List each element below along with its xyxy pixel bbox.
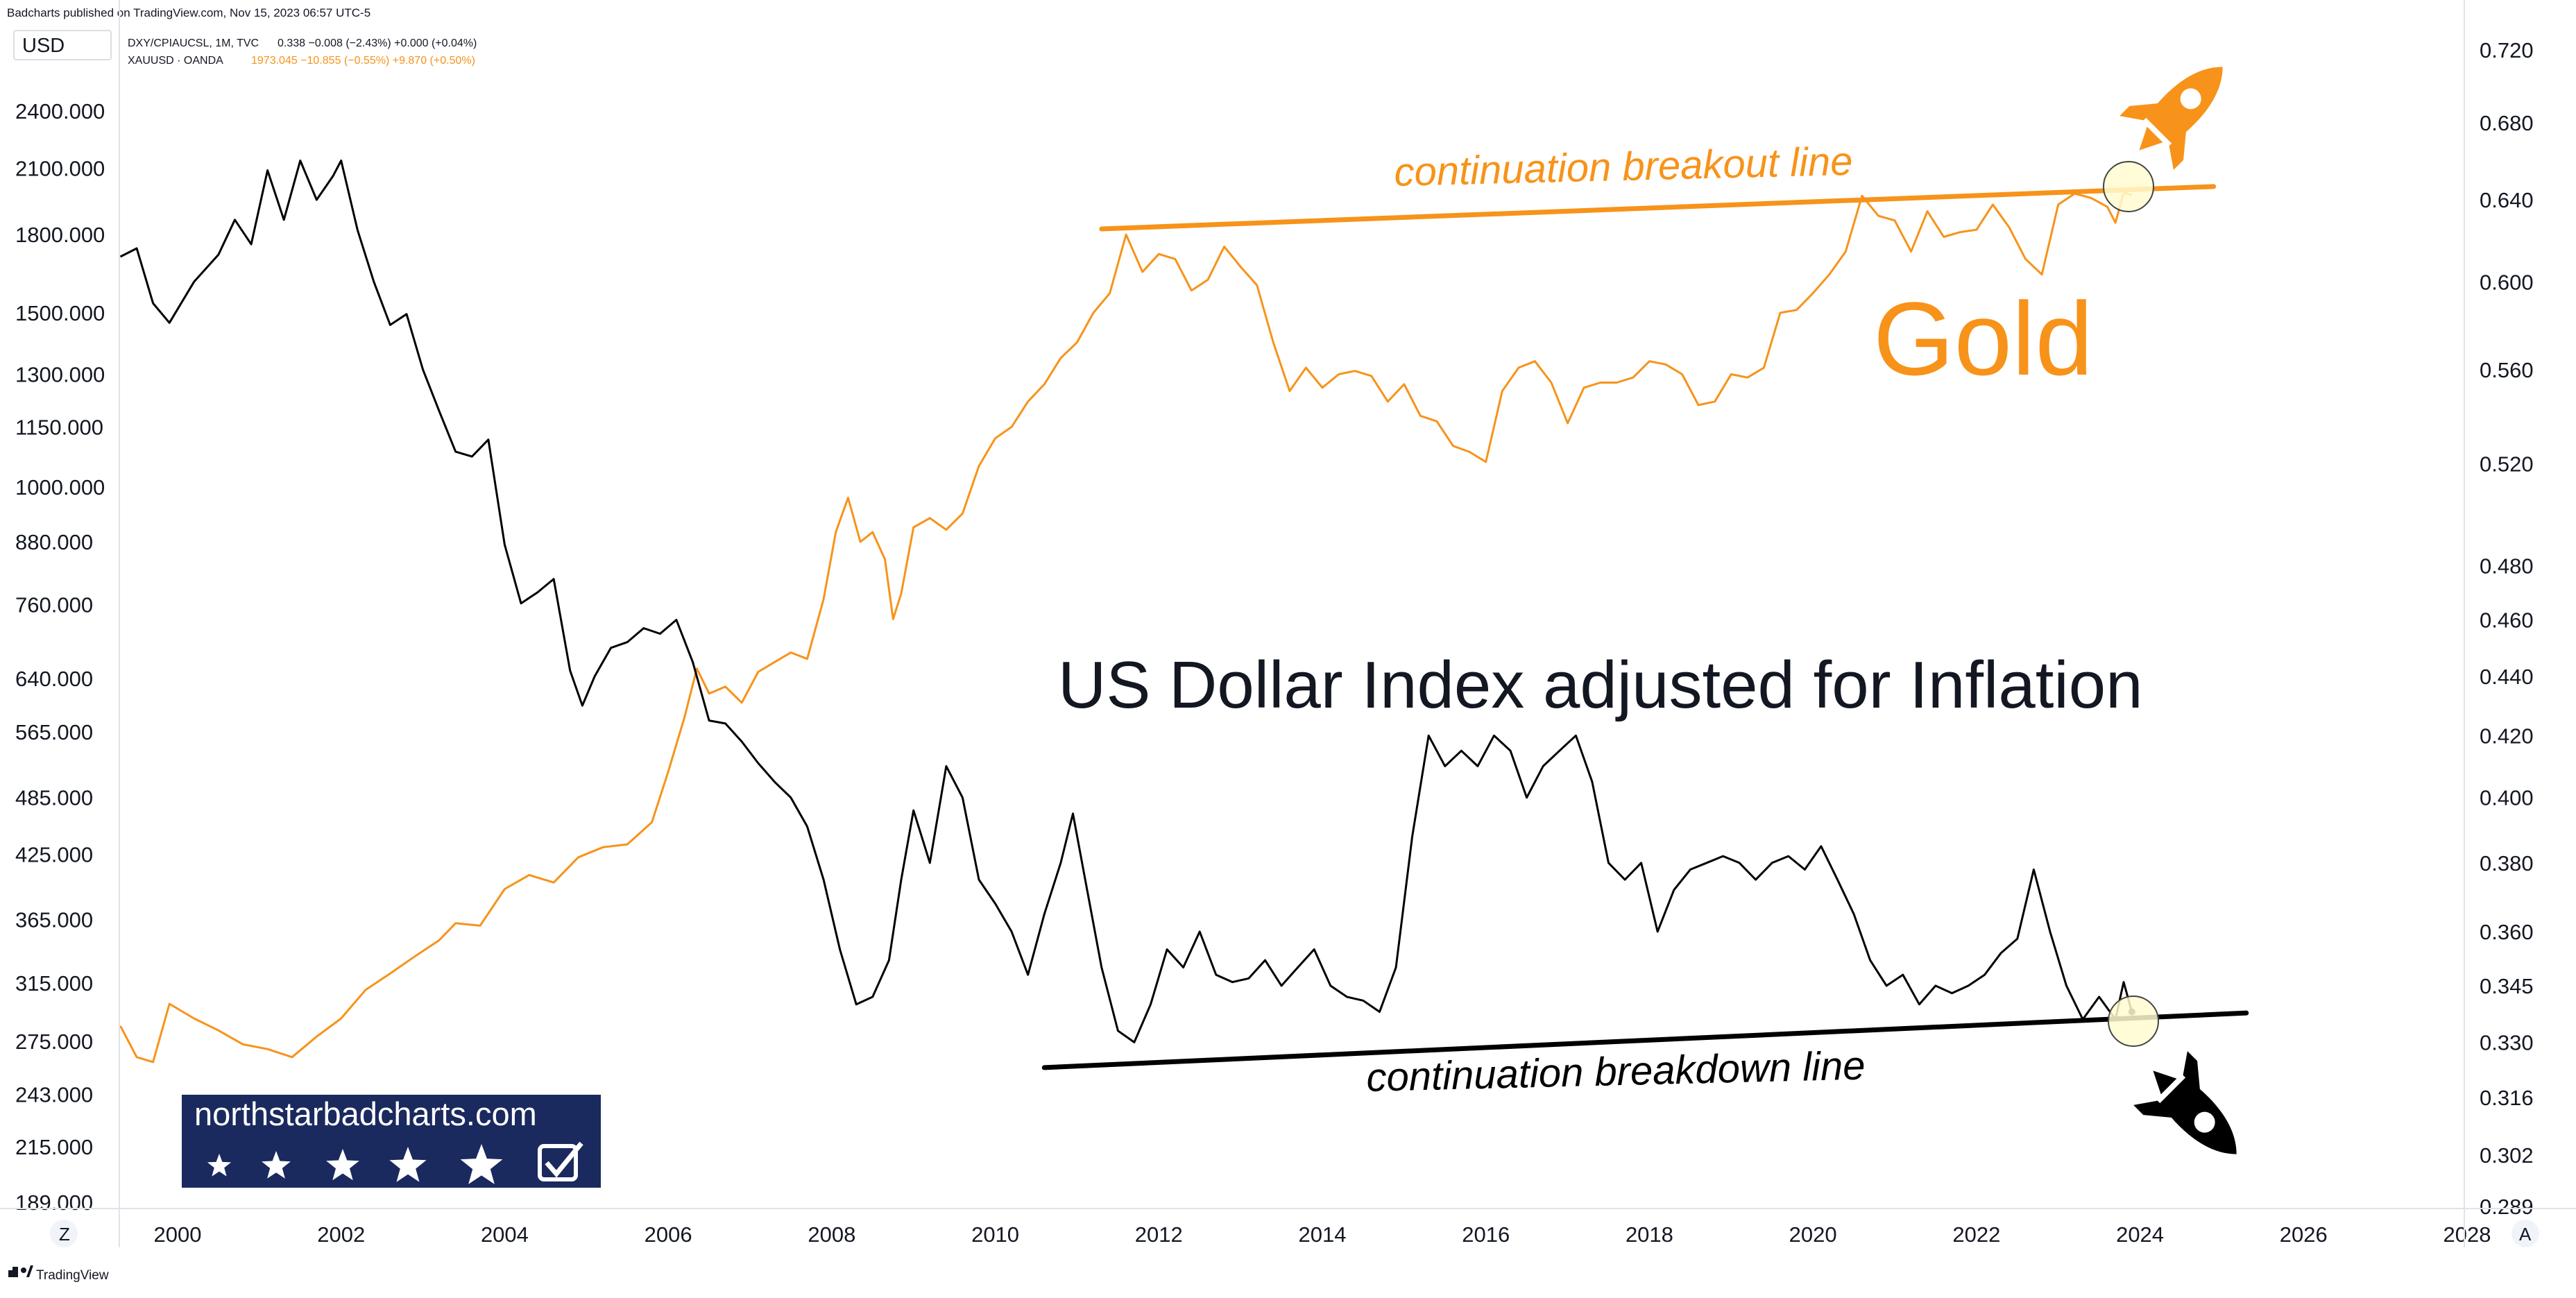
checkbox-icon: [538, 1141, 583, 1181]
rocket-down-icon: [2133, 1051, 2237, 1154]
time-axis-tick-label: 2006: [645, 1222, 692, 1247]
legend-values-dxy: 0.338 −0.008 (−2.43%) +0.000 (+0.04%): [278, 37, 477, 49]
time-axis-tick-label: 2016: [1462, 1222, 1510, 1247]
right-price-axis[interactable]: 0.720 0.680 0.640 0.600 0.560 0.520 0.480 0.460…: [2480, 38, 2534, 1219]
gold-price-line: [119, 191, 2133, 1064]
published-caption: Badcharts published on TradingView.com, …: [7, 6, 370, 19]
right-axis-tick-label: 0.420: [2480, 724, 2534, 748]
time-axis-tick-label: 2004: [481, 1222, 529, 1247]
right-axis-tick-label: 0.600: [2480, 270, 2534, 294]
breakdown-trend-line[interactable]: [1041, 1010, 2249, 1070]
left-axis-tick-label: 1300.000: [15, 362, 105, 386]
left-axis-tick-label: 2100.000: [15, 157, 105, 181]
bottom-toolbar: Z A TradingView: [8, 1220, 2539, 1283]
trend-layer: [1041, 184, 2249, 1070]
star-icon: [460, 1144, 503, 1184]
star-icon: [389, 1147, 427, 1182]
left-axis-tick-label: 1500.000: [15, 301, 105, 325]
dollar-index-line: [119, 160, 2133, 1043]
watermark-site: northstarbadcharts.com: [194, 1095, 537, 1132]
left-axis-tick-label: 315.000: [15, 971, 93, 996]
right-axis-tick-label: 0.440: [2480, 665, 2534, 689]
watermark-stars: [207, 1144, 503, 1184]
auto-scale-button[interactable]: [2511, 1220, 2539, 1247]
right-axis-tick-label: 0.400: [2480, 786, 2534, 810]
time-axis-tick-label: 2026: [2280, 1222, 2328, 1247]
legend-symbol-gold[interactable]: XAUUSD · OANDA: [128, 55, 223, 67]
left-axis-tick-label: 1000.000: [15, 475, 105, 499]
time-axis-tick-label: 2024: [2116, 1222, 2164, 1247]
legend-symbol-dxy[interactable]: DXY/CPIAUCSL, 1M, TVC: [128, 37, 259, 49]
left-axis-tick-label: 485.000: [15, 786, 93, 810]
breakout-trend-line[interactable]: [1099, 184, 2217, 232]
breakout-line-label: continuation breakout line: [1394, 139, 1853, 195]
left-axis-tick-label: 425.000: [15, 842, 93, 866]
right-axis-tick-label: 0.360: [2480, 920, 2534, 944]
left-axis-tick-label: 880.000: [15, 530, 93, 554]
left-axis-tick-label: 2400.000: [15, 99, 105, 123]
right-axis-tick-label: 0.345: [2480, 974, 2534, 998]
chart-title: US Dollar Index adjusted for Inflation: [1058, 648, 2143, 722]
zoom-button-label[interactable]: Z: [59, 1224, 70, 1245]
gold-highlight-circle: [2103, 161, 2154, 212]
time-axis-tick-label: 2028: [2443, 1222, 2491, 1247]
left-axis-tick-label: 189.000: [15, 1190, 93, 1215]
right-axis-tick-label: 0.720: [2480, 38, 2534, 62]
left-axis-tick-label: 1800.000: [15, 223, 105, 247]
star-icon: [326, 1149, 359, 1181]
right-axis-tick-label: 0.460: [2480, 608, 2534, 632]
star-icon: [262, 1151, 291, 1179]
right-axis-tick-label: 0.380: [2480, 851, 2534, 876]
dollar-highlight-circle: [2108, 996, 2159, 1047]
left-axis-tick-label: 640.000: [15, 667, 93, 691]
currency-selector[interactable]: USD: [22, 35, 65, 57]
rocket-up-icon: [2119, 67, 2223, 170]
right-axis-tick-label: 0.520: [2480, 452, 2534, 477]
currency-selector-box[interactable]: [13, 30, 112, 60]
left-axis-tick-label: 275.000: [15, 1030, 93, 1054]
time-axis-tick-label: 2002: [317, 1222, 365, 1247]
time-axis-tick-label: 2010: [971, 1222, 1019, 1247]
legend: DXY/CPIAUCSL, 1M, TVC 0.338 −0.008 (−2.4…: [128, 37, 477, 67]
right-axis-tick-label: 0.302: [2480, 1143, 2534, 1168]
auto-scale-button-label[interactable]: A: [2519, 1224, 2532, 1245]
right-axis-tick-label: 0.640: [2480, 188, 2534, 212]
time-axis-tick-label: 2020: [1789, 1222, 1837, 1247]
left-axis-tick-label: 760.000: [15, 593, 93, 617]
left-axis-tick-label: 565.000: [15, 720, 93, 744]
time-axis-tick-label: 2012: [1135, 1222, 1183, 1247]
time-axis-tick-label: 2022: [1952, 1222, 2000, 1247]
left-axis-tick-label: 1150.000: [15, 415, 103, 439]
tradingview-brand: TradingView: [36, 1268, 109, 1283]
left-axis-tick-label: 243.000: [15, 1082, 93, 1107]
left-price-axis[interactable]: 2400.000 2100.000 1800.000 1500.000 1300.000…: [15, 99, 105, 1215]
right-axis-tick-label: 0.680: [2480, 111, 2534, 135]
time-axis-tick-label: 2018: [1626, 1222, 1673, 1247]
watermark-box: [182, 1095, 601, 1188]
time-axis-tick-label: 2014: [1299, 1222, 1347, 1247]
time-axis-tick-label: 2008: [808, 1222, 855, 1247]
time-axis-tick-label: 2000: [154, 1222, 202, 1247]
left-axis-tick-label: 215.000: [15, 1135, 93, 1159]
right-axis-tick-label: 0.330: [2480, 1030, 2534, 1054]
watermark: northstarbadcharts.com: [182, 1095, 601, 1188]
gold-label: Gold: [1873, 280, 2093, 397]
left-axis-tick-label: 365.000: [15, 908, 93, 932]
right-axis-tick-label: 0.316: [2480, 1086, 2534, 1110]
time-axis[interactable]: 2000 2002 2004 2006 2008 2010 2012 2014 2016 2018…: [154, 1222, 2491, 1247]
legend-values-gold: 1973.045 −10.855 (−0.55%) +9.870 (+0.50%…: [251, 55, 475, 67]
zoom-button[interactable]: [50, 1220, 78, 1247]
star-icon: [207, 1154, 232, 1177]
right-axis-tick-label: 0.560: [2480, 358, 2534, 382]
right-axis-tick-label: 0.480: [2480, 554, 2534, 578]
tradingview-logo-icon: [8, 1265, 33, 1277]
right-axis-tick-label: 0.289: [2480, 1195, 2534, 1219]
